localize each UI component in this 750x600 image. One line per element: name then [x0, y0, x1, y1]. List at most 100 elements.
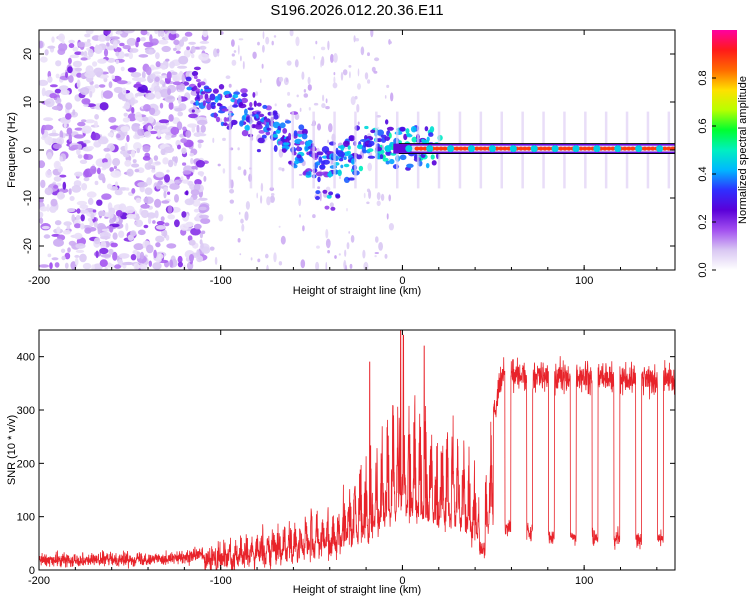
- noise-blob: [118, 253, 130, 259]
- noise-blob: [61, 255, 66, 261]
- signal-blob: [241, 97, 248, 104]
- noise-speck: [355, 38, 360, 42]
- noise-blob: [68, 39, 75, 44]
- noise-blob: [50, 198, 58, 207]
- noise-blob: [150, 66, 160, 70]
- noise-blob: [202, 30, 208, 38]
- x-tick-label: 100: [575, 275, 593, 287]
- noise-blob: [73, 134, 85, 139]
- noise-blob: [109, 218, 114, 225]
- noise-blob: [83, 153, 89, 160]
- signal-blob: [301, 128, 308, 136]
- noise-speck: [368, 189, 372, 199]
- noise-blob: [67, 57, 72, 65]
- noise-speck: [256, 192, 259, 199]
- noise-blob: [47, 76, 53, 83]
- signal-blob: [282, 127, 288, 134]
- noise-blob: [96, 167, 101, 175]
- noise-blob: [177, 261, 183, 268]
- noise-speck: [278, 167, 283, 171]
- noise-blob: [169, 183, 180, 190]
- noise-speck: [303, 93, 309, 98]
- signal-blob: [338, 157, 344, 162]
- smear-streak: [228, 111, 232, 189]
- noise-speck: [237, 147, 240, 151]
- noise-blob: [146, 212, 156, 219]
- noise-blob: [123, 30, 135, 34]
- noise-blob: [140, 204, 150, 209]
- noise-blob: [174, 194, 179, 203]
- noise-blob: [161, 129, 170, 133]
- signal-blob: [196, 93, 200, 100]
- signal-blob: [385, 160, 390, 165]
- noise-blob: [109, 225, 114, 233]
- noise-speck: [388, 194, 392, 202]
- noise-blob: [98, 173, 105, 181]
- noise-speck: [325, 106, 330, 110]
- noise-speck: [217, 163, 221, 167]
- noise-blob: [135, 40, 139, 48]
- noise-blob: [199, 45, 207, 50]
- noise-speck: [349, 71, 351, 79]
- noise-blob: [59, 130, 64, 140]
- noise-blob: [181, 73, 185, 83]
- noise-blob: [163, 146, 175, 153]
- noise-speck: [357, 121, 360, 125]
- signal-blob: [272, 110, 278, 115]
- noise-blob: [122, 117, 131, 123]
- signal-blob: [328, 170, 332, 178]
- noise-blob: [116, 133, 121, 139]
- noise-blob: [60, 193, 65, 199]
- noise-speck: [389, 41, 392, 44]
- signal-blob: [388, 132, 392, 139]
- noise-blob: [144, 162, 152, 170]
- smear-streak: [270, 111, 274, 189]
- signal-blob: [238, 102, 244, 107]
- noise-blob: [169, 30, 177, 35]
- noise-blob: [115, 181, 118, 187]
- noise-speck: [367, 52, 370, 57]
- signal-blob: [232, 94, 239, 99]
- signal-blob: [296, 154, 302, 159]
- noise-blob: [122, 87, 127, 95]
- signal-blob: [186, 86, 193, 91]
- signal-blob: [193, 66, 201, 71]
- noise-blob: [174, 219, 180, 228]
- noise-blob: [118, 187, 128, 191]
- noise-blob: [112, 40, 118, 49]
- signal-blob: [228, 93, 232, 98]
- signal-blob: [398, 140, 402, 145]
- noise-blob: [110, 170, 122, 178]
- signal-blob: [430, 154, 435, 160]
- noise-blob: [103, 48, 109, 57]
- noise-blob: [156, 220, 165, 226]
- noise-speck: [354, 95, 358, 100]
- noise-blob: [149, 107, 156, 116]
- noise-speck: [325, 261, 328, 270]
- signal-blob: [256, 149, 261, 153]
- noise-blob: [158, 39, 169, 45]
- noise-blob: [49, 205, 57, 213]
- signal-blob: [360, 139, 368, 142]
- signal-blob: [262, 104, 268, 109]
- noise-speck: [388, 223, 394, 231]
- noise-blob: [119, 42, 125, 47]
- noise-blob: [151, 169, 156, 173]
- noise-blob: [130, 72, 142, 78]
- noise-blob: [107, 132, 114, 137]
- noise-blob: [97, 34, 107, 42]
- noise-blob: [182, 126, 187, 132]
- noise-speck: [323, 192, 328, 198]
- noise-blob: [102, 90, 113, 99]
- noise-blob: [49, 93, 58, 99]
- noise-speck: [375, 236, 379, 243]
- noise-blob: [39, 197, 44, 203]
- noise-blob: [39, 264, 50, 268]
- noise-blob: [131, 107, 135, 114]
- tone-knot: [656, 145, 664, 153]
- noise-speck: [374, 252, 379, 254]
- signal-blob: [318, 156, 323, 163]
- noise-blob: [87, 146, 94, 150]
- noise-blob: [137, 181, 149, 188]
- noise-blob: [184, 198, 195, 206]
